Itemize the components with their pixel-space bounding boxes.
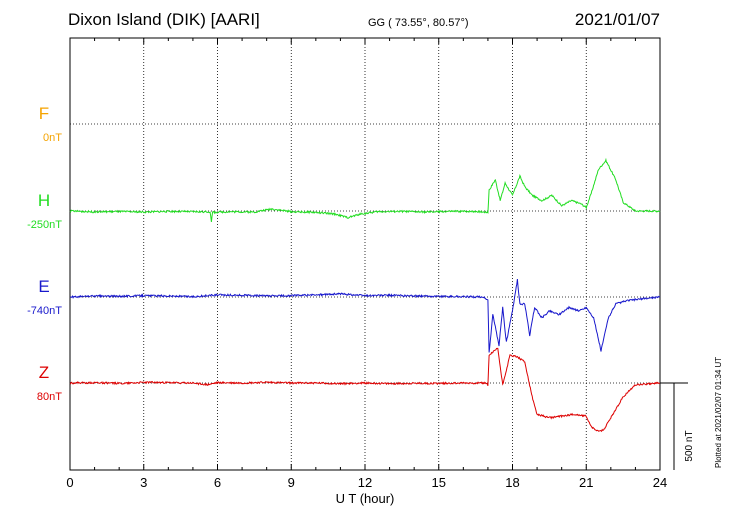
x-tick-label: 18 [505,475,519,490]
series-line-z [69,347,661,433]
series-line-h [69,157,661,223]
station-title: Dixon Island (DIK) [AARI] [68,10,260,29]
component-name-f: F [39,104,49,123]
component-baseline-h: -250nT [27,219,62,231]
component-baseline-z: 80nT [37,391,62,403]
series-line-e [69,279,661,353]
x-tick-label: 9 [288,475,295,490]
x-tick-label: 24 [653,475,667,490]
component-baseline-e: -740nT [27,305,62,317]
plot-date: 2021/01/07 [574,10,660,29]
station-coordinates: GG ( 73.55°, 80.57°) [368,17,469,29]
x-tick-label: 21 [579,475,593,490]
x-tick-label: 6 [214,475,221,490]
series-group [69,157,661,433]
component-baseline-f: 0nT [43,132,62,144]
x-tick-label: 15 [432,475,446,490]
x-axis: 0 3 6 9 12 15 18 21 24 [66,38,667,490]
x-tick-label: 12 [358,475,372,490]
scale-bar: 500 nT [660,382,695,470]
plotted-timestamp: Plotted at 2021/02/07 01:34 UT [714,356,723,468]
component-name-e: E [38,277,49,296]
x-tick-label: 3 [140,475,147,490]
x-tick-label: 0 [66,475,73,490]
component-labels: F 0nT H -250nT E -740nT Z 80nT [27,104,62,403]
x-axis-label: U T (hour) [336,491,395,506]
scale-bar-label: 500 nT [684,430,695,461]
component-name-h: H [38,191,50,210]
component-name-z: Z [39,363,49,382]
grid-lines [70,38,660,470]
